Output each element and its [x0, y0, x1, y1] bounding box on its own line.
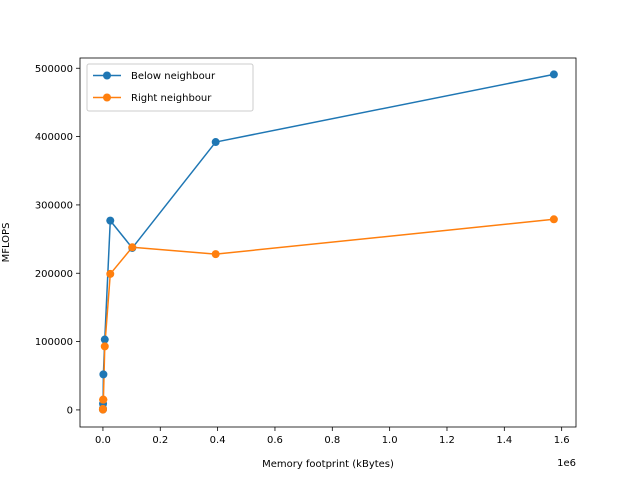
data-point-right-neighbour	[211, 250, 220, 259]
data-point-below-neighbour	[99, 370, 108, 379]
x-axis-offset-text: 1e6	[557, 458, 576, 469]
y-tick-label: 200000	[35, 269, 73, 280]
x-tick-label: 1.2	[439, 435, 455, 446]
data-point-below-neighbour	[549, 70, 558, 79]
x-tick-label: 0.2	[152, 435, 168, 446]
y-axis-ticks: 0 100000 200000 300000 400000 500000	[35, 64, 80, 416]
data-point-right-neighbour	[106, 269, 115, 278]
plot-markers	[98, 70, 558, 414]
x-tick-label: 1.4	[496, 435, 512, 446]
x-tick-label: 1.6	[554, 435, 570, 446]
y-axis-label: MFLOPS	[1, 223, 12, 263]
legend-label-below-neighbour: Below neighbour	[131, 71, 216, 82]
x-axis-label: Memory footprint (kBytes)	[262, 459, 394, 470]
data-point-right-neighbour	[100, 342, 109, 351]
legend-marker-right-neighbour	[103, 93, 111, 102]
data-point-right-neighbour	[128, 243, 137, 252]
legend-label-right-neighbour: Right neighbour	[131, 93, 212, 104]
x-tick-label: 0.6	[267, 435, 283, 446]
series-line-right-neighbour	[102, 218, 554, 410]
x-tick-label: 0.8	[324, 435, 340, 446]
data-point-below-neighbour	[100, 335, 109, 344]
y-tick-label: 500000	[35, 64, 73, 75]
plot-lines	[102, 73, 555, 410]
y-tick-label: 400000	[35, 132, 73, 143]
x-tick-label: 0.0	[95, 435, 111, 446]
x-axis-ticks: 0.0 0.2 0.4 0.6 0.8 1.0 1.2 1.4 1.6	[95, 427, 570, 446]
data-point-below-neighbour	[106, 216, 115, 225]
legend: Below neighbour Right neighbour	[86, 63, 254, 112]
y-tick-label: 100000	[35, 337, 73, 348]
data-point-right-neighbour	[98, 404, 107, 413]
plot-frame	[79, 57, 577, 428]
data-point-below-neighbour	[211, 138, 220, 147]
y-tick-label: 300000	[35, 200, 73, 211]
legend-box	[86, 63, 254, 112]
x-tick-label: 1.0	[382, 435, 398, 446]
data-point-right-neighbour	[99, 395, 108, 404]
data-point-right-neighbour	[549, 215, 558, 224]
x-tick-label: 0.4	[210, 435, 226, 446]
legend-marker-below-neighbour	[103, 71, 111, 80]
y-tick-label: 0	[67, 405, 73, 416]
